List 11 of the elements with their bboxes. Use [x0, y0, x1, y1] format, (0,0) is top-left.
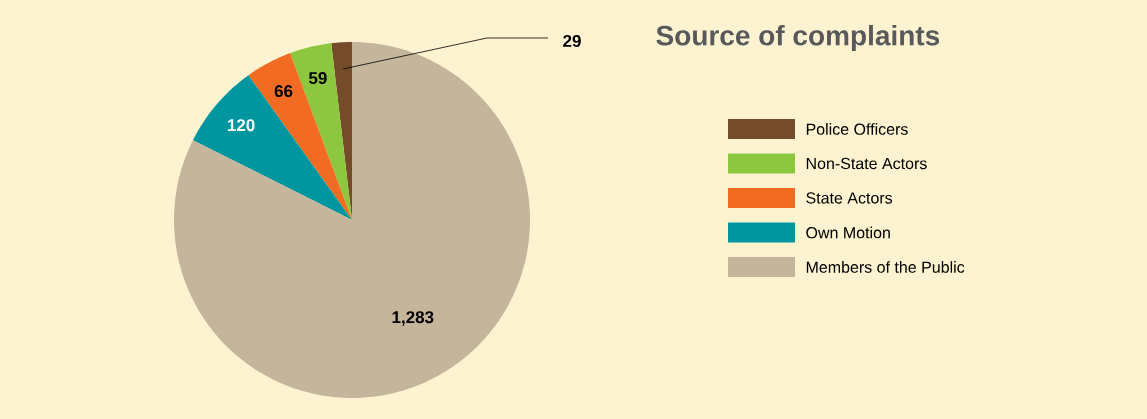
data-label: 29: [563, 34, 581, 48]
legend-label: Non-State Actors: [806, 157, 927, 170]
legend-label: Own Motion: [806, 226, 890, 239]
legend-label: Members of the Public: [806, 261, 965, 273]
data-label: 1,283: [392, 311, 434, 326]
data-label: 66: [274, 85, 293, 98]
data-label: 120: [227, 119, 255, 132]
chart-title: Source of complaints: [656, 24, 940, 52]
legend-label: State Actors: [806, 192, 893, 204]
data-label: 59: [308, 72, 327, 85]
legend-label: Police Officers: [806, 123, 908, 135]
